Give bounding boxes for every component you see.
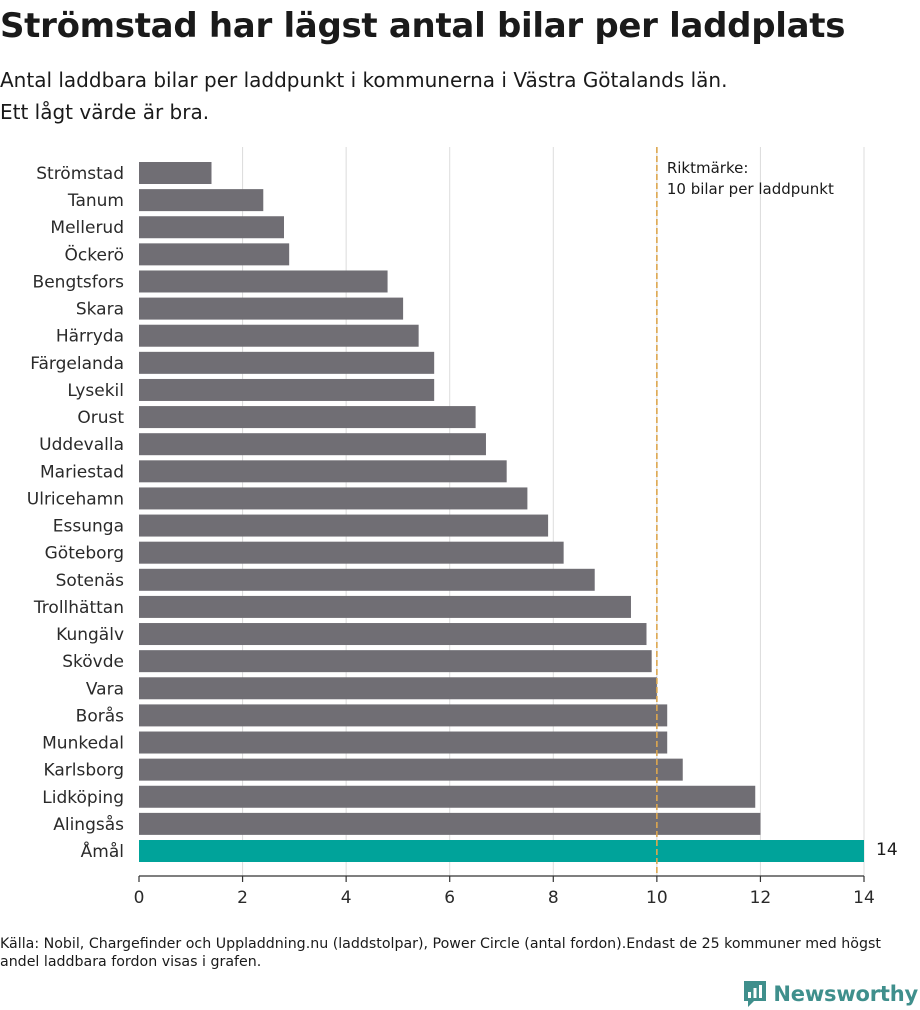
bar	[139, 297, 404, 320]
category-label: Åmål	[81, 840, 124, 862]
category-label: Essunga	[53, 517, 124, 537]
bar	[139, 650, 652, 673]
bar	[139, 568, 595, 591]
category-label: Göteborg	[45, 544, 124, 564]
newsworthy-logo-text: Newsworthy	[773, 982, 918, 1006]
subtitle-line-1: Antal laddbara bilar per laddpunkt i kom…	[0, 68, 728, 92]
bar	[139, 162, 212, 184]
x-tick-label: 4	[341, 888, 352, 908]
bar	[139, 840, 864, 862]
category-label: Trollhättan	[33, 598, 124, 618]
x-tick-label: 14	[853, 888, 875, 908]
category-label: Karlsborg	[43, 761, 124, 781]
bar	[139, 812, 761, 835]
bar	[139, 378, 435, 401]
bar	[139, 758, 683, 781]
category-label: Orust	[77, 408, 124, 428]
newsworthy-logo-icon	[744, 981, 767, 1007]
reference-label-line-2: 10 bilar per laddpunkt	[667, 180, 834, 198]
category-label: Strömstad	[36, 164, 124, 184]
subtitle-line-2: Ett lågt värde är bra.	[0, 100, 210, 124]
category-label: Alingsås	[53, 814, 124, 835]
bar	[139, 487, 528, 510]
bar	[139, 324, 419, 347]
category-label: Kungälv	[56, 625, 124, 645]
category-label: Skövde	[62, 652, 124, 672]
bar	[139, 704, 668, 727]
bar	[139, 433, 486, 456]
bar	[139, 677, 657, 700]
bar	[139, 406, 476, 429]
x-tick-label: 0	[134, 888, 145, 908]
bar	[139, 460, 507, 483]
bar	[139, 514, 549, 537]
category-label: Skara	[76, 300, 124, 320]
category-label: Borås	[76, 705, 124, 726]
category-label: Mariestad	[40, 462, 124, 482]
category-label: Lidköping	[42, 788, 124, 808]
x-tick-label: 8	[548, 888, 559, 908]
bar	[139, 623, 647, 646]
bar	[139, 785, 756, 808]
category-label: Tanum	[67, 191, 124, 211]
category-label: Munkedal	[42, 734, 124, 754]
category-label: Lysekil	[67, 381, 124, 401]
category-label: Öckerö	[65, 243, 124, 265]
data-label: 14	[876, 840, 898, 860]
category-label: Mellerud	[50, 218, 124, 238]
chart-title: Strömstad har lägst antal bilar per ladd…	[0, 6, 846, 46]
source-footnote: Källa: Nobil, Chargefinder och Uppladdni…	[0, 936, 881, 970]
reference-label-line-1: Riktmärke:	[667, 159, 749, 177]
x-tick-label: 6	[444, 888, 455, 908]
bar	[139, 595, 631, 618]
bar	[139, 216, 284, 239]
bar	[139, 731, 668, 754]
category-label: Vara	[86, 679, 124, 699]
bar	[139, 351, 435, 374]
category-label: Bengtsfors	[33, 272, 125, 292]
category-label: Härryda	[56, 327, 124, 347]
category-label: Sotenäs	[56, 571, 125, 591]
newsworthy-logo: Newsworthy	[743, 979, 918, 1009]
bar	[139, 541, 564, 564]
category-label: Ulricehamn	[27, 489, 124, 509]
chart-subtitle: Antal laddbara bilar per laddpunkt i kom…	[0, 64, 900, 128]
bar-chart: Strömstad Tanum Mellerud Öckerö Bengtsfors Sk…	[27, 147, 898, 908]
bar	[139, 243, 290, 266]
bar	[139, 270, 388, 293]
category-label: Uddevalla	[39, 435, 124, 455]
category-label: Färgelanda	[30, 354, 124, 374]
x-tick-label: 2	[237, 888, 248, 908]
bar	[139, 189, 264, 212]
x-tick-label: 10	[646, 888, 668, 908]
x-tick-label: 12	[750, 888, 772, 908]
